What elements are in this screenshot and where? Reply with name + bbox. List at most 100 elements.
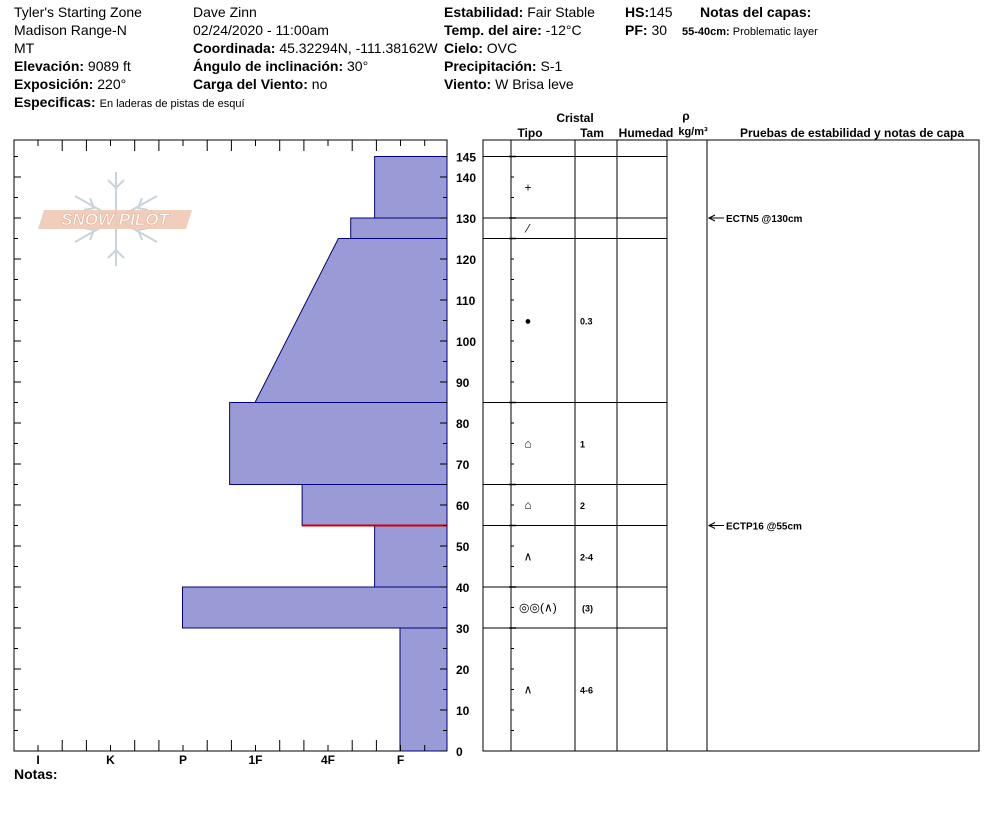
- crystal-size: 1: [580, 440, 585, 450]
- observer-name: Dave Zinn: [193, 4, 257, 20]
- crystal-type-symbol: ⁄: [524, 221, 531, 235]
- elevation-field: Elevación: 9089 ft: [14, 58, 131, 74]
- elevation-label: Elevación:: [14, 58, 85, 74]
- hardness-layer: [350, 217, 448, 239]
- depth-tick-label: 80: [456, 417, 470, 431]
- precip-field: Precipitación: S-1: [444, 58, 562, 74]
- layer-note-range: 55-40cm:: [682, 26, 730, 38]
- moisture-header: Humedad: [619, 126, 674, 140]
- incline-label: Ángulo de inclinación:: [193, 58, 344, 74]
- hardness-layer: [399, 627, 448, 752]
- precip-value: S-1: [540, 58, 563, 74]
- sky-value: OVC: [486, 40, 518, 56]
- layer-table: Cristal Tipo Tam Humedad ρ kg/m³ Pruebas…: [482, 109, 980, 752]
- depth-tick-label: 0: [456, 745, 463, 759]
- hardness-layer: [229, 402, 448, 485]
- depth-tick-label: 145: [456, 151, 476, 165]
- depth-tick-label: 130: [456, 212, 476, 226]
- windload-field: Carga del Viento: no: [193, 76, 327, 92]
- crystal-type-symbol: +: [524, 180, 531, 194]
- crystal-size: 4-6: [580, 686, 593, 696]
- depth-axis: 0 10 20 30 40 50 60 70 80 90 100 110 120 130 140 145: [14, 151, 476, 759]
- coords-field: Coordinada: 45.32294N, -111.38162W: [193, 40, 438, 56]
- depth-tick-label: 50: [456, 540, 470, 554]
- test-pointer-arrow-icon: [707, 214, 716, 222]
- test-pointer-arrow-icon: [707, 522, 716, 529]
- sky-label: Cielo:: [444, 40, 483, 56]
- pf-label: PF:: [625, 22, 648, 38]
- hardness-tick-label: F: [397, 753, 404, 767]
- layer-rows: + ⁄ ● 0.3 ⌂ 1 ⌂ 2 ∧ 2-4 ◎◎(∧) (3) ∧ 4-6 ECTN5 @130cm EC…: [483, 155, 803, 752]
- depth-tick-label: 20: [456, 663, 470, 677]
- incline-field: Ángulo de inclinación: 30°: [193, 58, 368, 74]
- layer-notes-label: Notas del capas:: [700, 4, 812, 20]
- wind-field: Viento: W Brisa leve: [444, 76, 574, 92]
- incline-value: 30°: [347, 58, 369, 74]
- logo-banner: [38, 210, 192, 229]
- stability-value: Fair Stable: [527, 4, 595, 20]
- state-name: MT: [14, 40, 35, 56]
- stability-label: Estabilidad:: [444, 4, 524, 20]
- type-header: Tipo: [517, 126, 542, 140]
- observation-datetime: 02/24/2020 - 11:00am: [193, 22, 329, 38]
- specifics-field: Especificas: En laderas de pistas de esq…: [14, 94, 245, 112]
- sky-field: Cielo: OVC: [444, 40, 517, 56]
- depth-tick-label: 30: [456, 622, 470, 636]
- crystal-type-symbol: ⌂: [524, 437, 531, 451]
- elevation-value: 9089 ft: [87, 58, 131, 74]
- snowpilot-logo: SNOW PILOT: [38, 172, 192, 266]
- aspect-label: Exposición:: [14, 76, 94, 92]
- hs-value: 145: [649, 4, 673, 20]
- aspect-value: 220°: [97, 76, 127, 92]
- pf-field: PF: 30: [625, 22, 667, 38]
- hardness-tick-label: K: [106, 753, 115, 767]
- coords-value: 45.32294N, -111.38162W: [279, 40, 438, 56]
- hardness-layer: [374, 156, 448, 219]
- crystal-type-symbol: ∧: [524, 549, 533, 563]
- crystal-size: 2: [580, 501, 585, 511]
- hardness-layer: [301, 484, 448, 526]
- crystal-size: (3): [582, 604, 593, 614]
- layer-note: 55-40cm: Problematic layer: [682, 24, 818, 40]
- hardness-tick-label: P: [179, 753, 187, 767]
- wind-label: Viento:: [444, 76, 492, 92]
- hardness-layer: [182, 586, 448, 629]
- density-symbol-header: ρ: [682, 109, 689, 123]
- stability-test-label: ECTN5 @130cm: [726, 214, 803, 225]
- depth-tick-label: 120: [456, 253, 476, 267]
- hardness-tick-label: I: [36, 753, 39, 767]
- wind-value: W Brisa leve: [495, 76, 574, 92]
- depth-tick-label: 90: [456, 376, 470, 390]
- layer-note-text: Problematic layer: [732, 26, 818, 38]
- specifics-value: En laderas de pistas de esquí: [99, 98, 245, 110]
- airtemp-value: -12°C: [545, 22, 582, 38]
- windload-label: Carga del Viento:: [193, 76, 308, 92]
- size-header: Tam: [580, 126, 604, 140]
- precip-label: Precipitación:: [444, 58, 537, 74]
- depth-tick-label: 110: [456, 294, 476, 308]
- depth-tick-label: 10: [456, 704, 470, 718]
- specifics-label: Especificas:: [14, 94, 96, 110]
- hs-field: HS:145: [625, 4, 672, 20]
- depth-tick-label: 70: [456, 458, 470, 472]
- crystal-size: 2-4: [580, 552, 593, 562]
- depth-tick-label: 60: [456, 499, 470, 513]
- density-unit-header: kg/m³: [678, 126, 708, 138]
- hardness-layer: [254, 238, 448, 403]
- airtemp-field: Temp. del aire: -12°C: [444, 22, 582, 38]
- windload-value: no: [311, 76, 328, 92]
- coords-label: Coordinada:: [193, 40, 276, 56]
- hardness-layer: [374, 525, 448, 588]
- hardness-tick-label: 1F: [248, 753, 262, 767]
- depth-tick-label: 100: [456, 335, 476, 349]
- depth-tick-label: 140: [456, 171, 476, 185]
- aspect-field: Exposición: 220°: [14, 76, 126, 92]
- stability-field: Estabilidad: Fair Stable: [444, 4, 595, 20]
- crystal-type-symbol: ●: [525, 316, 532, 328]
- logo-text: SNOW PILOT: [61, 210, 170, 229]
- crystal-type-symbol: ∧: [524, 683, 533, 697]
- crystal-size: 0.3: [580, 317, 593, 327]
- notes-label: Notas:: [14, 766, 58, 782]
- depth-tick-label: 40: [456, 581, 470, 595]
